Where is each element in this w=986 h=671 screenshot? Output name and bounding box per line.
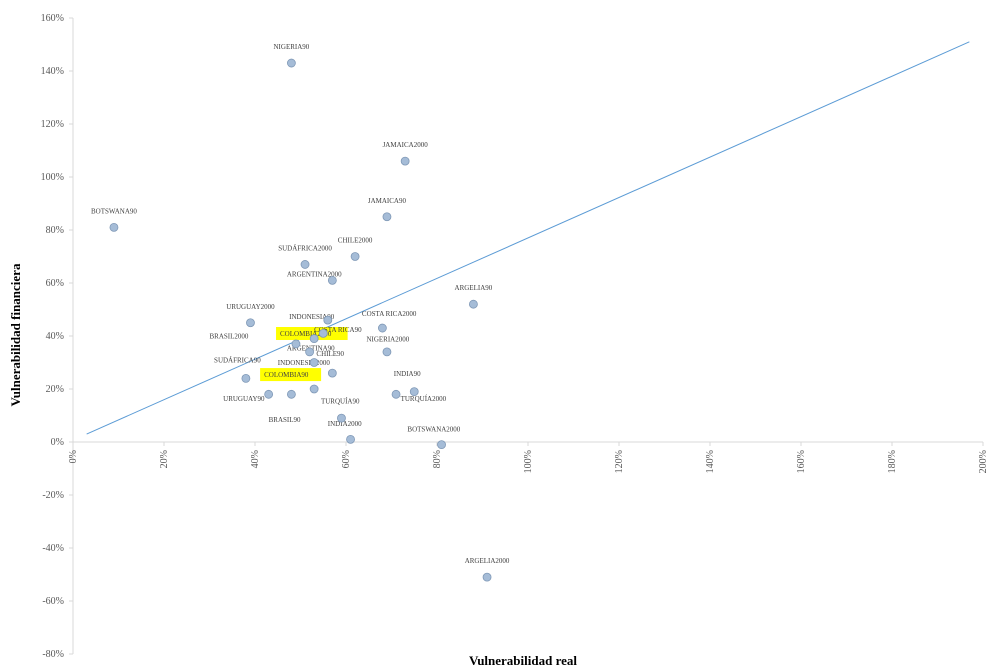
data-point xyxy=(300,260,310,269)
point-label: ARGELIA90 xyxy=(455,284,493,292)
y-tick-label: 40% xyxy=(46,331,64,342)
y-tick-label: 140% xyxy=(41,66,64,77)
data-point xyxy=(382,347,392,357)
x-tick-label: 100% xyxy=(523,450,534,473)
y-tick-label: 120% xyxy=(41,119,64,130)
x-tick-label: 20% xyxy=(159,450,170,468)
point-label: INDIA90 xyxy=(394,370,421,378)
y-tick-label: -80% xyxy=(42,649,64,660)
point-label: NIGERIA90 xyxy=(274,43,310,51)
y-tick-label: -40% xyxy=(42,543,64,554)
x-tick-label: 140% xyxy=(705,450,716,473)
point-label: URUGUAY2000 xyxy=(226,303,275,311)
x-tick-label: 120% xyxy=(614,450,625,473)
data-point xyxy=(246,318,255,328)
point-label: COSTA RICA90 xyxy=(314,326,362,334)
point-label: SUDÁFRICA2000 xyxy=(278,244,332,252)
point-label: BOTSWANA90 xyxy=(91,207,137,215)
y-tick-label: 60% xyxy=(46,278,64,289)
data-point xyxy=(377,323,387,333)
data-point xyxy=(400,156,410,166)
point-label: JAMAICA90 xyxy=(368,197,407,205)
point-label: BRASIL2000 xyxy=(210,333,249,341)
point-label: CHILE2000 xyxy=(338,237,373,245)
point-label: INDIA2000 xyxy=(328,420,362,428)
x-tick-label: 80% xyxy=(432,450,443,468)
y-tick-label: 0% xyxy=(51,437,64,448)
data-point xyxy=(337,413,346,423)
point-label: INDONESIA2000 xyxy=(278,359,331,367)
data-point xyxy=(286,389,296,399)
label-highlight xyxy=(260,368,322,382)
point-label: COSTA RICA2000 xyxy=(362,310,417,318)
label-highlight xyxy=(276,327,348,340)
x-tick-label: 200% xyxy=(978,450,986,473)
point-label: INDONESIA90 xyxy=(289,313,335,321)
trendline-layer xyxy=(86,41,970,435)
point-label: BOTSWANA2000 xyxy=(407,425,460,433)
point-label: TURQUÍA90 xyxy=(321,398,360,406)
x-tick-label: 160% xyxy=(796,450,807,473)
data-point xyxy=(327,275,337,285)
x-axis-title: Vulnerabilidad real xyxy=(469,653,577,668)
data-point xyxy=(318,328,328,338)
y-tick-label: -60% xyxy=(42,596,64,607)
point-label: TURQUÍA2000 xyxy=(401,395,447,403)
data-point xyxy=(382,212,392,222)
data-point xyxy=(305,347,315,357)
trendline xyxy=(86,41,970,435)
data-point xyxy=(264,389,274,399)
data-point xyxy=(323,315,333,325)
y-tick-label: 160% xyxy=(41,13,64,24)
data-point xyxy=(350,252,360,261)
point-label: JAMAICA2000 xyxy=(383,141,429,149)
data-point xyxy=(468,299,478,309)
data-point xyxy=(391,389,401,399)
point-label: CHILE90 xyxy=(316,350,344,358)
point-label: URUGUAY90 xyxy=(223,395,265,403)
data-point xyxy=(241,373,251,383)
point-label: ARGENTINA2000 xyxy=(287,270,342,278)
y-tick-label: 20% xyxy=(46,384,64,395)
axes-layer: 160% 140% 120% 100% 80% 60% 40% 20% 0% -20% -40% -6… xyxy=(41,13,986,660)
point-label: COLOMBIA90 xyxy=(264,371,309,379)
data-point xyxy=(309,334,319,344)
data-point xyxy=(327,368,337,378)
data-point xyxy=(437,440,446,450)
y-axis-title: Vulnerabilidad financiera xyxy=(8,263,23,406)
data-point xyxy=(291,339,301,349)
x-tick-label: 180% xyxy=(887,450,898,473)
x-tick-label: 40% xyxy=(250,450,261,468)
point-labels-layer: NIGERIA90 JAMAICA2000 BOTSWANA90 JAMAICA90 S… xyxy=(91,43,510,565)
point-label: ARGELIA2000 xyxy=(465,557,510,565)
data-point xyxy=(109,222,119,232)
data-point xyxy=(286,58,296,68)
y-tick-label: 100% xyxy=(41,172,64,183)
point-label: COLOMBIA2000 xyxy=(280,330,332,338)
point-label: BRASIL90 xyxy=(269,416,301,424)
y-tick-label: 80% xyxy=(46,225,64,236)
data-point xyxy=(346,434,355,444)
data-point xyxy=(309,358,319,367)
point-label: NIGERIA2000 xyxy=(366,335,409,343)
data-point xyxy=(482,572,492,582)
x-tick-label: 0% xyxy=(68,450,79,463)
points-layer xyxy=(109,58,492,582)
data-point xyxy=(409,387,419,397)
data-point xyxy=(309,384,319,394)
point-label: SUDÁFRICA90 xyxy=(214,357,261,365)
x-tick-label: 60% xyxy=(341,450,352,468)
y-tick-label: -20% xyxy=(42,490,64,501)
